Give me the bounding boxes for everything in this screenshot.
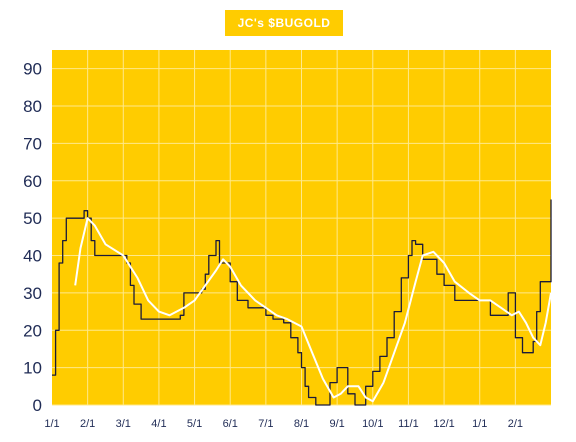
- y-tick-label: 60: [23, 172, 42, 191]
- chart-title: JC's $BUGOLD: [225, 10, 343, 36]
- y-tick-label: 70: [23, 134, 42, 153]
- x-tick-label: 10/1: [362, 418, 383, 430]
- y-tick-label: 40: [23, 247, 42, 266]
- x-tick-label: 2/1: [508, 418, 523, 430]
- grid-lines: [52, 50, 551, 406]
- x-tick-label: 7/1: [258, 418, 273, 430]
- y-tick-label: 20: [23, 321, 42, 340]
- x-tick-label: 1/1: [472, 418, 487, 430]
- y-tick-label: 90: [23, 60, 42, 79]
- y-tick-label: 30: [23, 284, 42, 303]
- y-tick-label: 80: [23, 97, 42, 116]
- smoothed-series-line: [74, 217, 552, 403]
- x-tick-label: 2/1: [80, 418, 95, 430]
- x-tick-label: 8/1: [294, 418, 309, 430]
- x-tick-label: 6/1: [223, 418, 238, 430]
- x-tick-label: 1/1: [44, 418, 59, 430]
- series-lines: [52, 199, 552, 406]
- y-tick-label: 0: [33, 396, 42, 415]
- y-tick-label: 50: [23, 209, 42, 228]
- x-tick-label: 12/1: [433, 418, 454, 430]
- x-axis-ticks: 1/1 2/1 3/1 4/1 5/1 6/1 7/1 8/1 9/1 10/1 11/1 12/1 1…: [44, 418, 523, 430]
- x-tick-label: 5/1: [187, 418, 202, 430]
- y-tick-label: 10: [23, 359, 42, 378]
- x-tick-label: 3/1: [116, 418, 131, 430]
- y-axis-ticks: 0 10 20 30 40 50 60 70 80 90: [23, 60, 42, 415]
- x-tick-label: 4/1: [151, 418, 166, 430]
- x-tick-label: 9/1: [329, 418, 344, 430]
- x-tick-label: 11/1: [398, 418, 419, 430]
